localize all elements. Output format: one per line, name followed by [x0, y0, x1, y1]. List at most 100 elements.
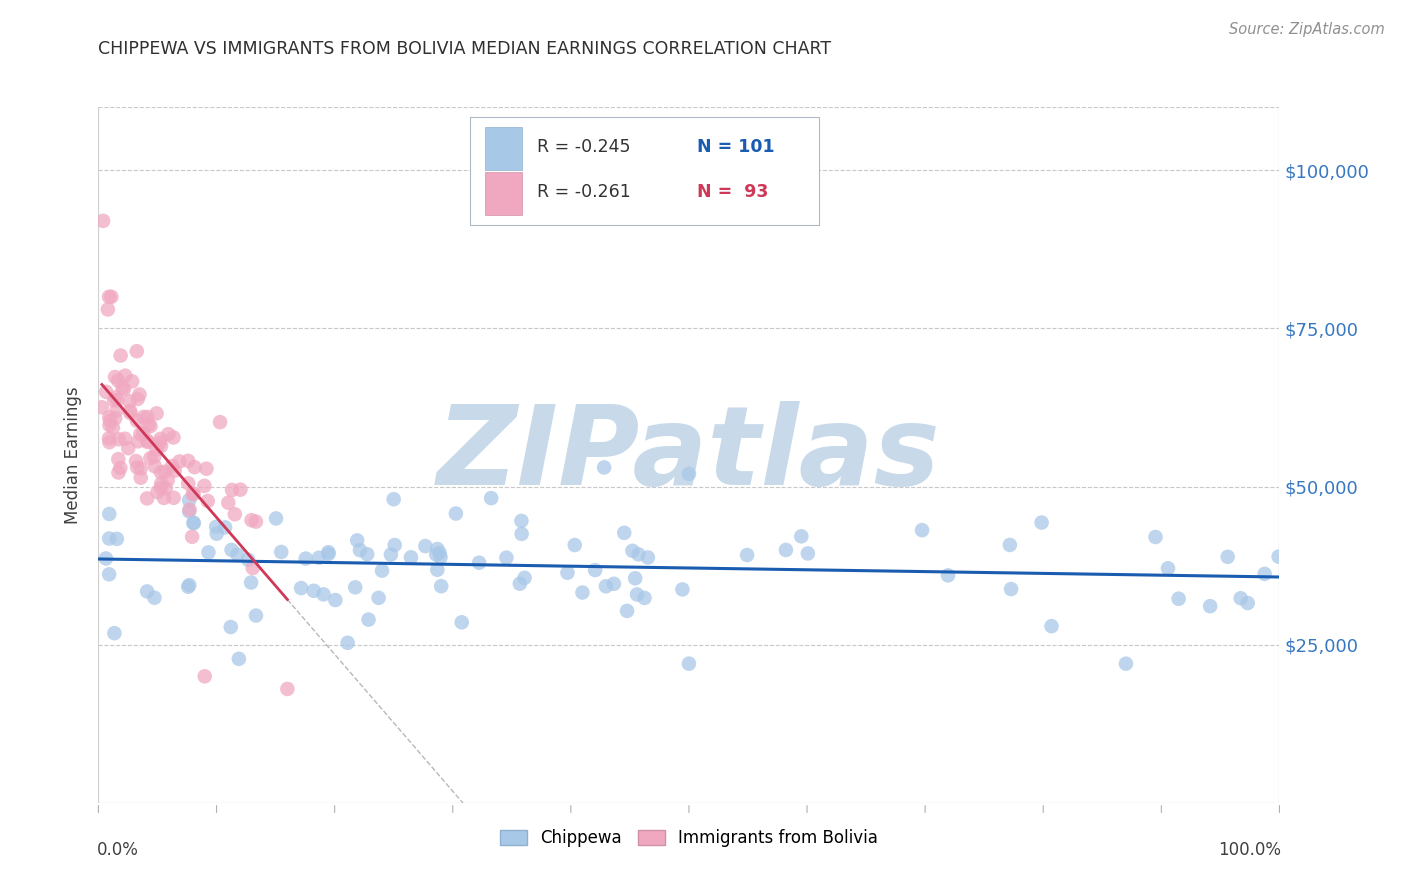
Point: [425, 548, 447, 562]
Point: [205, 520, 228, 534]
Point: [179, 578, 201, 592]
Point: [276, 681, 298, 696]
Point: [94, 384, 117, 399]
Point: [197, 494, 219, 508]
Point: [121, 375, 143, 389]
Point: [98, 410, 121, 425]
Point: [325, 593, 347, 607]
Point: [626, 587, 648, 601]
Text: ZIPatlas: ZIPatlas: [437, 401, 941, 508]
Point: [429, 546, 451, 560]
Point: [1167, 591, 1189, 606]
Point: [157, 427, 180, 442]
Point: [242, 561, 264, 575]
Point: [107, 432, 129, 446]
Point: [183, 460, 205, 475]
Point: [105, 403, 128, 417]
Point: [120, 406, 142, 420]
Point: [98, 507, 121, 521]
Point: [107, 374, 129, 388]
Point: [911, 523, 934, 537]
Point: [146, 485, 169, 500]
Point: [127, 392, 149, 406]
Point: [143, 459, 166, 474]
Point: [1216, 549, 1239, 564]
Point: [613, 525, 636, 540]
Point: [344, 580, 367, 594]
Point: [129, 427, 152, 442]
Point: [111, 381, 134, 395]
Point: [181, 530, 204, 544]
Point: [735, 548, 758, 562]
Text: 0.0%: 0.0%: [97, 841, 139, 859]
Point: [1157, 561, 1180, 575]
Point: [426, 563, 449, 577]
Point: [444, 507, 467, 521]
Point: [510, 514, 533, 528]
Point: [101, 421, 124, 435]
Point: [429, 550, 451, 565]
Point: [509, 576, 531, 591]
Point: [624, 571, 647, 585]
Point: [245, 608, 267, 623]
Point: [193, 479, 215, 493]
Point: [98, 414, 121, 428]
Point: [139, 419, 162, 434]
Point: [571, 585, 593, 599]
Point: [179, 493, 201, 508]
Point: [169, 454, 191, 468]
Point: [153, 491, 176, 505]
Point: [103, 626, 125, 640]
Point: [132, 409, 155, 424]
Point: [136, 491, 159, 506]
Point: [1040, 619, 1063, 633]
Point: [513, 571, 536, 585]
Point: [593, 460, 616, 475]
Point: [195, 461, 218, 475]
Point: [183, 516, 205, 530]
Point: [163, 491, 186, 505]
Point: [616, 604, 638, 618]
Point: [94, 551, 117, 566]
Point: [312, 587, 335, 601]
Point: [127, 434, 149, 449]
Point: [1236, 596, 1258, 610]
Point: [371, 564, 394, 578]
Point: [240, 575, 263, 590]
Point: [797, 546, 820, 560]
Point: [426, 542, 449, 557]
Point: [194, 669, 217, 683]
Point: [114, 432, 136, 446]
Point: [221, 483, 243, 497]
Point: [308, 550, 330, 565]
Text: N = 101: N = 101: [697, 137, 775, 156]
Point: [149, 432, 172, 446]
Point: [214, 520, 236, 534]
Point: [118, 394, 141, 409]
Point: [179, 504, 201, 518]
Text: R = -0.261: R = -0.261: [537, 183, 630, 201]
Point: [270, 545, 292, 559]
Point: [183, 487, 205, 501]
Legend: Chippewa, Immigrants from Bolivia: Chippewa, Immigrants from Bolivia: [494, 822, 884, 854]
Point: [1267, 549, 1289, 564]
Point: [149, 481, 172, 495]
Point: [125, 454, 148, 468]
Point: [98, 290, 121, 304]
Point: [117, 441, 139, 455]
Point: [357, 613, 380, 627]
Text: N =  93: N = 93: [697, 183, 769, 201]
Point: [450, 615, 472, 630]
Point: [621, 544, 644, 558]
Point: [136, 434, 159, 448]
Point: [495, 550, 517, 565]
Point: [430, 579, 453, 593]
Point: [104, 391, 127, 405]
Point: [125, 414, 148, 428]
Point: [583, 563, 606, 577]
Point: [382, 492, 405, 507]
Point: [118, 404, 141, 418]
Point: [97, 302, 120, 317]
Point: [678, 467, 700, 481]
FancyBboxPatch shape: [485, 127, 523, 169]
